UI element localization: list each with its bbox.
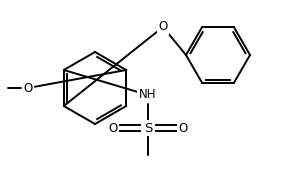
Text: O: O [158,20,168,34]
Text: O: O [178,121,188,135]
Text: O: O [23,82,33,94]
Text: S: S [144,121,152,135]
Text: O: O [108,121,118,135]
Text: NH: NH [139,89,157,101]
